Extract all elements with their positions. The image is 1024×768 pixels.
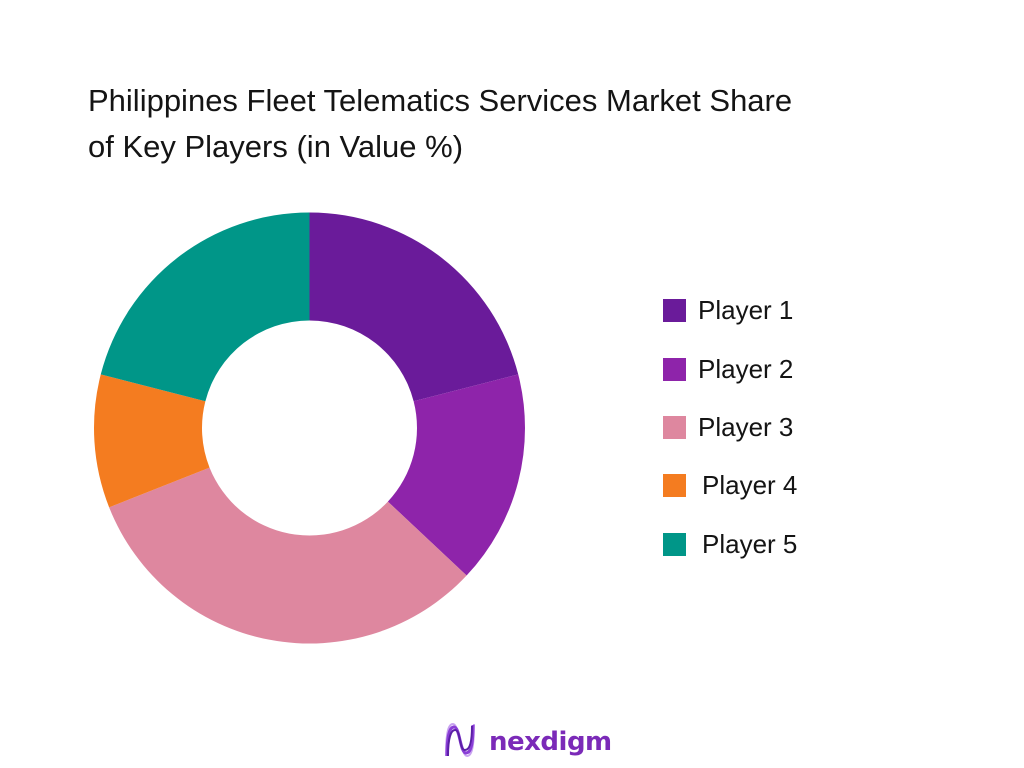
chart-title-line-1: Philippines Fleet Telematics Services Ma… <box>88 83 793 118</box>
legend-item-player-5: Player 5 <box>663 524 797 564</box>
legend-item-player-3: Player 3 <box>663 407 793 447</box>
chart-title: Philippines Fleet Telematics Services Ma… <box>88 78 988 170</box>
donut-slice-player-3 <box>109 467 467 644</box>
legend-label: Player 3 <box>698 411 794 442</box>
donut-slice-player-4 <box>93 374 210 508</box>
legend-label: Player 1 <box>698 294 794 325</box>
brand-logo: nexdigm <box>443 720 612 764</box>
legend-label: Player 4 <box>702 469 798 500</box>
legend-swatch <box>663 415 686 439</box>
legend-swatch <box>663 357 686 381</box>
legend-swatch <box>663 532 686 556</box>
legend-label: Player 2 <box>698 353 794 384</box>
brand-name: nexdigm <box>489 727 612 757</box>
chart-title-line-2: of Key Players (in Value %) <box>88 129 464 164</box>
legend-item-player-2: Player 2 <box>663 349 793 389</box>
legend-label: Player 5 <box>702 528 798 559</box>
donut-slice-player-2 <box>387 374 525 576</box>
legend-swatch <box>663 298 686 322</box>
nexdigm-wave-icon <box>443 720 477 764</box>
legend-item-player-1: Player 1 <box>663 290 793 330</box>
legend-swatch <box>663 473 686 497</box>
legend-item-player-4: Player 4 <box>663 465 797 505</box>
donut-slice-player-5 <box>100 212 310 402</box>
donut-slice-player-1 <box>309 212 519 402</box>
